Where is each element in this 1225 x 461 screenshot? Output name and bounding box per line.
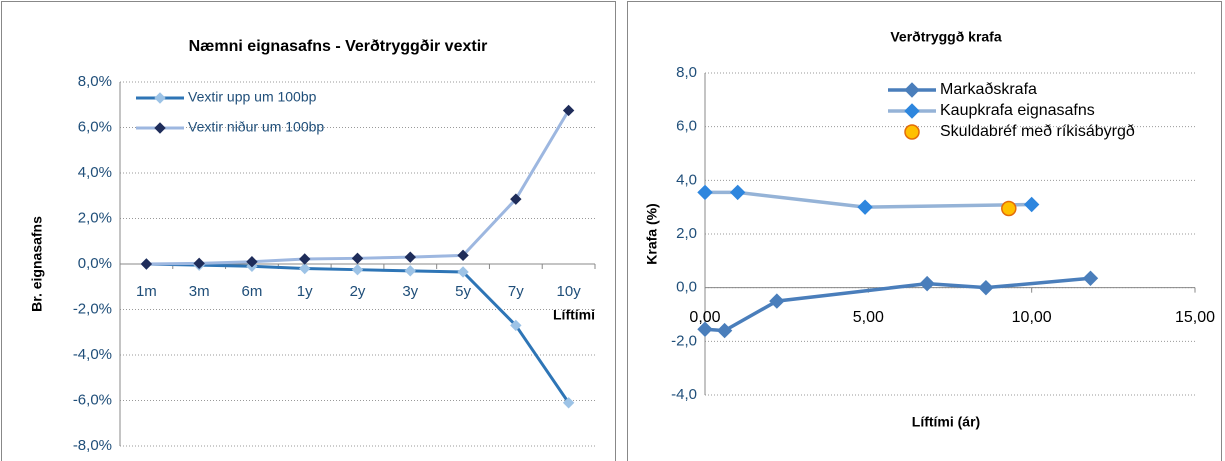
legend-marker	[154, 92, 166, 104]
y-tick-label: 0,0%	[78, 255, 112, 272]
series-line	[705, 190, 1032, 209]
point	[1001, 200, 1017, 217]
legend-marker	[904, 82, 920, 98]
point	[1023, 196, 1040, 213]
y-tick-label: 2,0%	[78, 209, 112, 226]
legend-label: Vextir niður um 100bp	[188, 119, 324, 135]
x-tick-label: 10y	[557, 283, 582, 300]
y-axis-label: Krafa (%)	[644, 203, 660, 264]
x-tick-label: 2y	[350, 283, 366, 300]
point	[562, 397, 575, 409]
point	[457, 266, 469, 278]
right-panel	[627, 1, 1222, 461]
x-tick-label: 0,00	[689, 309, 720, 326]
left-panel	[1, 1, 616, 461]
x-tick-label: 1m	[136, 283, 157, 300]
point	[769, 293, 785, 309]
x-tick-label: 7y	[508, 283, 524, 300]
point	[351, 263, 364, 276]
y-tick-label: 6,0	[676, 118, 697, 135]
x-tick-label: 1y	[297, 283, 313, 300]
x-tick-label: 3m	[189, 283, 210, 300]
x-axis-label: Líftími (ár)	[912, 414, 980, 430]
point	[193, 257, 205, 270]
y-tick-label: -2,0%	[73, 300, 112, 317]
legend-label: Kaupkrafa eignasafns	[940, 102, 1095, 119]
point	[857, 199, 873, 215]
point	[510, 319, 522, 332]
legend-marker	[904, 124, 920, 140]
y-tick-label: -4,0%	[73, 346, 112, 363]
point	[246, 256, 258, 268]
x-tick-label: 5y	[455, 283, 471, 300]
legend-marker	[154, 122, 166, 134]
point	[299, 253, 311, 265]
point	[697, 184, 713, 201]
legend-label: Markaðskrafa	[940, 81, 1037, 98]
point	[404, 251, 416, 263]
y-tick-label: 6,0%	[78, 118, 112, 135]
point	[457, 249, 469, 262]
y-tick-label: -4,0	[671, 386, 697, 403]
y-tick-label: -2,0	[671, 332, 697, 349]
y-tick-label: 0,0	[676, 279, 697, 296]
point	[404, 265, 416, 277]
y-tick-label: -6,0%	[73, 391, 112, 408]
chart-title: Verðtryggð krafa	[890, 29, 1001, 45]
point	[697, 321, 713, 337]
y-tick-label: -8,0%	[73, 437, 112, 454]
point	[562, 104, 575, 117]
x-axis-label: Líftími	[553, 307, 595, 323]
point	[729, 184, 746, 201]
y-tick-label: 2,0	[676, 225, 697, 242]
legend-label: Vextir upp um 100bp	[188, 89, 317, 105]
point	[140, 258, 153, 270]
legend-label: Skuldabréf með ríkisábyrgð	[940, 123, 1135, 140]
point	[351, 252, 364, 265]
y-tick-label: 8,0%	[78, 73, 112, 90]
y-tick-label: 4,0%	[78, 164, 112, 181]
y-tick-label: 8,0	[676, 64, 697, 81]
y-tick-label: 4,0	[676, 171, 697, 188]
point	[978, 279, 994, 296]
point	[716, 322, 733, 339]
point	[919, 275, 935, 292]
legend-marker	[904, 103, 920, 119]
x-tick-label: 5,00	[853, 309, 884, 326]
x-tick-label: 6m	[242, 283, 263, 300]
x-tick-label: 15,00	[1175, 309, 1215, 326]
point	[299, 262, 311, 275]
x-tick-label: 3y	[402, 283, 418, 300]
chart-title: Næmni eignasafns - Verðtryggðir vextir	[189, 38, 488, 55]
point	[510, 193, 522, 205]
y-axis-label: Br. eignasafns	[29, 216, 45, 312]
point	[1082, 270, 1099, 286]
x-tick-label: 10,00	[1012, 309, 1052, 326]
